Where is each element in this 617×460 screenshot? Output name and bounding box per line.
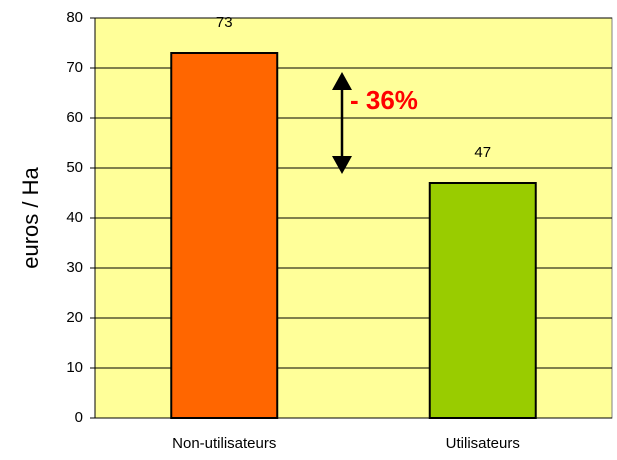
bar xyxy=(170,52,279,419)
y-tick-label: 30 xyxy=(66,259,83,276)
data-label: 47 xyxy=(474,144,491,161)
data-label: 73 xyxy=(216,14,233,31)
y-tick-label: 70 xyxy=(66,59,83,76)
y-tick-label: 10 xyxy=(66,359,83,376)
y-tick-label: 20 xyxy=(66,309,83,326)
x-tick-label: Non-utilisateurs xyxy=(172,435,276,452)
x-tick-label: Utilisateurs xyxy=(446,435,520,452)
bar xyxy=(428,182,537,419)
difference-arrow xyxy=(332,72,352,174)
y-tick-label: 40 xyxy=(66,209,83,226)
annotation: - 36% xyxy=(350,85,418,115)
y-tick-label: 0 xyxy=(75,409,83,426)
y-tick-label: 80 xyxy=(66,9,83,26)
y-axis-label: euros / Ha xyxy=(18,166,43,268)
y-tick-label: 60 xyxy=(66,109,83,126)
y-tick-label: 50 xyxy=(66,159,83,176)
